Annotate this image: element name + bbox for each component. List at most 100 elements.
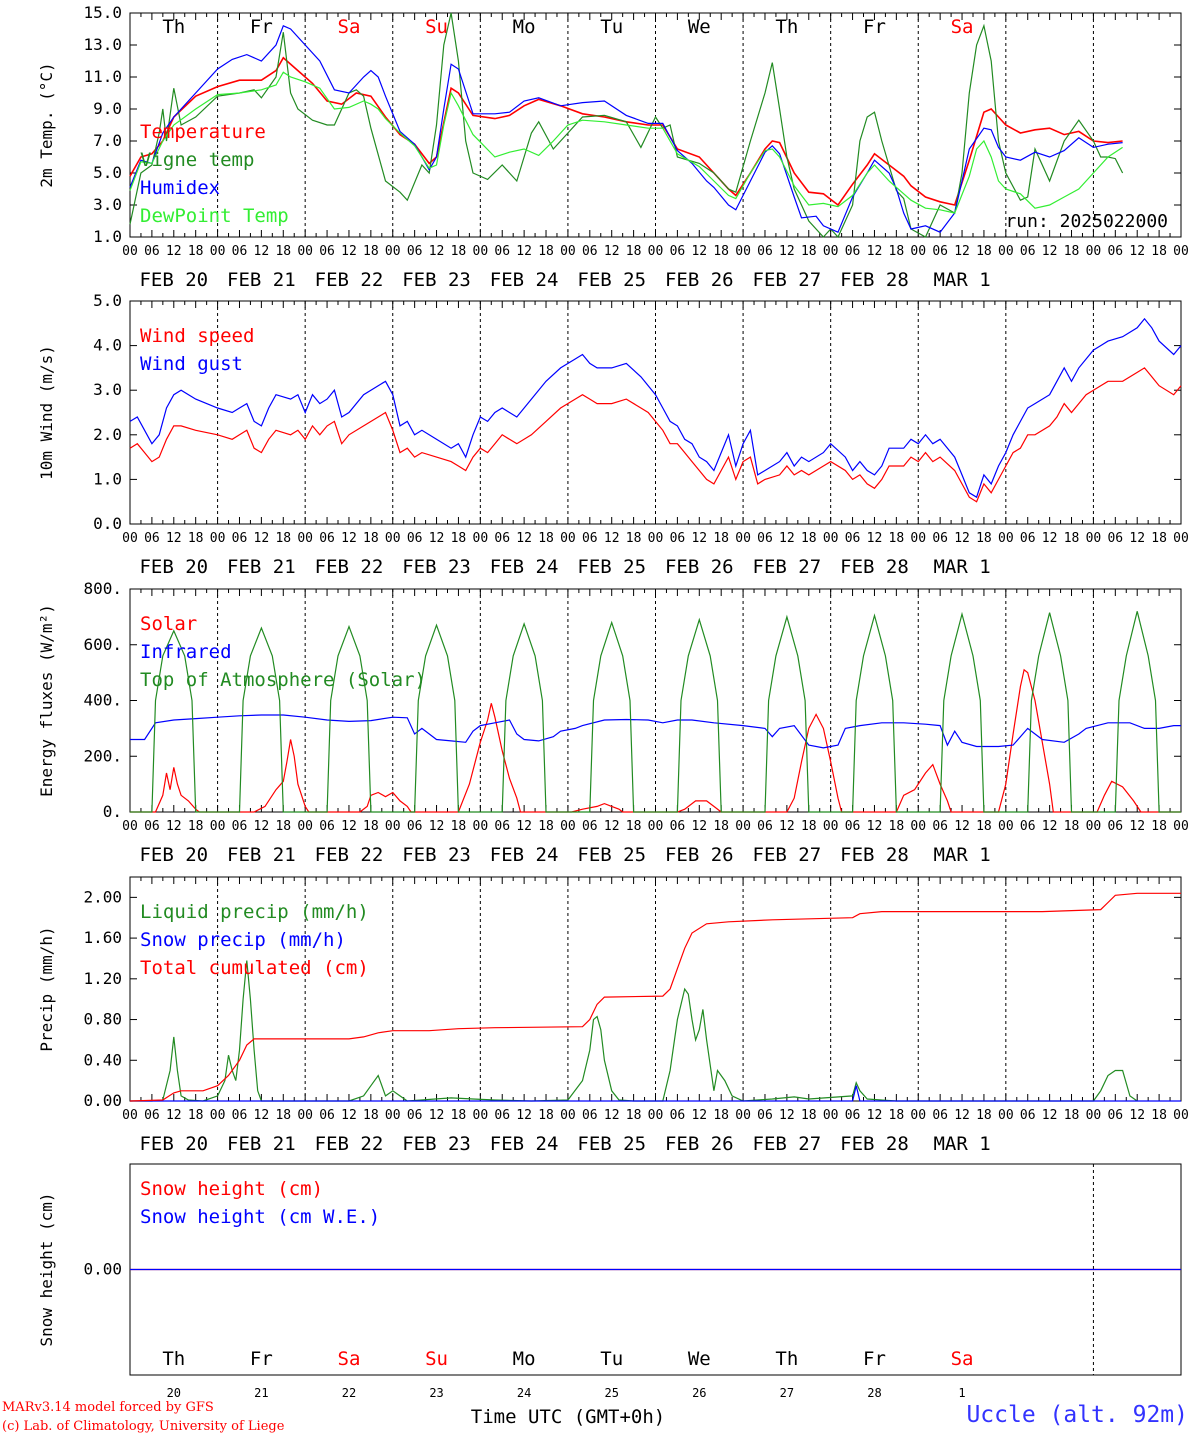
day-number: 26 (692, 1386, 706, 1400)
hour-label: 06 (757, 819, 773, 834)
date-label: FEB 23 (402, 844, 471, 866)
energy-series-1 (130, 714, 1181, 749)
hour-label: 18 (1151, 1108, 1167, 1123)
wind-y-axis-title: 10m Wind (m/s) (37, 345, 56, 480)
precip-panel (129, 876, 1182, 1102)
energy-panel (129, 588, 1182, 813)
hour-label: 18 (451, 244, 467, 259)
hour-label: 06 (670, 244, 686, 259)
hour-label: 18 (889, 531, 905, 546)
hour-label: 18 (188, 819, 204, 834)
weekday-label: Tu (600, 16, 623, 38)
hour-label: 12 (429, 531, 445, 546)
weekday-label: Su (425, 1348, 448, 1370)
hour-label: 12 (779, 819, 795, 834)
hour-label: 00 (823, 819, 839, 834)
temperature-legend-1: Vigne temp (140, 149, 254, 171)
hour-label: 00 (910, 1108, 926, 1123)
hour-label: 06 (494, 819, 510, 834)
y-tick-label: 1.0 (93, 469, 122, 488)
hour-label: 18 (275, 819, 291, 834)
energy-series-0 (130, 668, 1181, 813)
date-label: FEB 25 (577, 844, 646, 866)
date-label: FEB 25 (577, 1133, 646, 1155)
hour-label: 12 (954, 244, 970, 259)
snow-y-axis-title: Snow height (cm) (37, 1192, 56, 1346)
hour-label: 18 (363, 531, 379, 546)
y-tick-label: 5.0 (93, 163, 122, 182)
date-label: FEB 21 (227, 844, 296, 866)
date-label: FEB 27 (753, 844, 822, 866)
hour-label: 18 (626, 1108, 642, 1123)
precip-series-1 (130, 1085, 1181, 1102)
hour-label: 00 (122, 819, 138, 834)
weekday-label: Fr (863, 16, 886, 38)
hour-label: 18 (1064, 1108, 1080, 1123)
hour-label: 18 (538, 819, 554, 834)
hour-label: 00 (735, 244, 751, 259)
hour-label: 12 (1129, 531, 1145, 546)
hour-label: 12 (691, 531, 707, 546)
y-tick-label: 3.0 (93, 195, 122, 214)
hour-label: 12 (166, 819, 182, 834)
hour-label: 06 (144, 244, 160, 259)
day-number: 23 (429, 1386, 443, 1400)
hour-label: 12 (604, 244, 620, 259)
weekday-label: Su (425, 16, 448, 38)
snow-panel (129, 1163, 1182, 1376)
date-label: FEB 23 (402, 1133, 471, 1155)
hour-label: 00 (910, 531, 926, 546)
hour-label: 00 (297, 1108, 313, 1123)
weekday-label: Fr (250, 16, 273, 38)
hour-label: 06 (1107, 1108, 1123, 1123)
y-tick-label: 1.0 (93, 227, 122, 246)
hour-label: 06 (932, 244, 948, 259)
hour-label: 12 (516, 1108, 532, 1123)
hour-label: 00 (385, 244, 401, 259)
hour-label: 12 (254, 819, 270, 834)
hour-label: 00 (297, 244, 313, 259)
date-label: FEB 20 (139, 844, 208, 866)
hour-label: 18 (626, 244, 642, 259)
precip-legend-2: Total cumulated (cm) (140, 957, 369, 979)
weekday-label: Fr (863, 1348, 886, 1370)
date-label: MAR 1 (933, 844, 990, 866)
day-number: 21 (254, 1386, 268, 1400)
hour-label: 12 (1129, 819, 1145, 834)
hour-label: 00 (910, 244, 926, 259)
hour-label: 18 (538, 244, 554, 259)
wind-series-0 (129, 367, 1182, 503)
temperature-legend-0: Temperature (140, 121, 266, 143)
date-label: FEB 28 (840, 844, 909, 866)
energy-frame (129, 588, 1182, 813)
hour-label: 00 (998, 819, 1014, 834)
hour-label: 12 (691, 244, 707, 259)
hour-label: 00 (910, 819, 926, 834)
hour-label: 18 (889, 1108, 905, 1123)
y-tick-label: 0.00 (83, 1260, 122, 1279)
hour-label: 12 (867, 1108, 883, 1123)
y-tick-label: 3.0 (93, 380, 122, 399)
hour-label: 06 (1020, 1108, 1036, 1123)
hour-label: 06 (144, 819, 160, 834)
hour-label: 18 (1151, 819, 1167, 834)
day-number: 24 (517, 1386, 531, 1400)
hour-label: 06 (670, 819, 686, 834)
weekday-label: Sa (951, 16, 974, 38)
hour-label: 00 (1173, 819, 1189, 834)
hour-label: 18 (889, 244, 905, 259)
hour-label: 00 (823, 531, 839, 546)
y-tick-label: 5.0 (93, 291, 122, 310)
hour-label: 18 (538, 531, 554, 546)
hour-label: 12 (254, 1108, 270, 1123)
y-tick-label: 600. (83, 635, 122, 654)
y-tick-label: 11.0 (83, 67, 122, 86)
hour-label: 00 (122, 531, 138, 546)
date-label: MAR 1 (933, 1133, 990, 1155)
hour-label: 00 (1086, 819, 1102, 834)
y-tick-label: 200. (83, 746, 122, 765)
hour-label: 18 (801, 1108, 817, 1123)
hour-label: 12 (516, 244, 532, 259)
hour-label: 00 (823, 1108, 839, 1123)
